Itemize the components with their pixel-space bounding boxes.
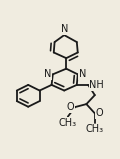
Text: O: O — [96, 108, 104, 118]
Text: N: N — [79, 69, 86, 79]
Text: O: O — [66, 102, 74, 112]
Text: NH: NH — [89, 80, 104, 90]
Text: CH₃: CH₃ — [59, 118, 77, 128]
Text: CH₃: CH₃ — [86, 124, 104, 135]
Text: N: N — [44, 69, 52, 79]
Text: N: N — [60, 24, 68, 34]
